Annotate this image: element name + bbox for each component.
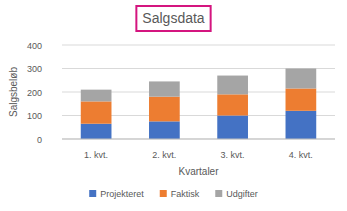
y-tick-label: 400 [27,41,42,51]
bar-segment [149,81,180,96]
legend: Projekteret Faktisk Udgifter [89,189,258,199]
chart-title: Salgsdata [142,10,204,26]
x-axis-title: Kvartaler [178,166,219,177]
x-tick-label: 4. kvt. [289,150,313,160]
title-highlight [136,6,210,31]
legend-swatch [215,190,222,197]
grid-line [62,139,335,140]
bar-segment [286,69,317,89]
x-tick-label: 1. kvt. [84,150,108,160]
bar-segment [81,124,112,139]
y-tick-label: 300 [27,64,42,74]
legend-swatch [160,190,167,197]
bar-segment [217,94,248,115]
legend-label: Udgifter [226,189,258,199]
y-axis-title: Salgsbeløb [8,67,19,117]
bar-segment [149,97,180,122]
x-tick-label: 2. kvt. [152,150,176,160]
legend-swatch [89,190,96,197]
bar-segment [286,88,317,110]
y-tick-label: 200 [27,88,42,98]
bars [81,69,316,140]
legend-label: Projekteret [100,189,144,199]
y-tick-label: 100 [27,111,42,121]
bar-segment [81,90,112,102]
grid-line [62,45,335,46]
chart-svg: Salgsdata 0 100 200 300 400 1. kvt. 2. kvt. 3. k… [0,0,347,211]
x-tick-label: 3. kvt. [221,150,245,160]
bar-segment [217,116,248,140]
legend-label: Faktisk [171,189,200,199]
bar-segment [81,101,112,123]
bar-segment [217,76,248,95]
bar-segment [286,111,317,139]
y-tick-label: 0 [37,135,42,145]
x-axis-line [62,139,335,140]
bar-segment [149,121,180,139]
chart-container: Salgsdata 0 100 200 300 400 1. kvt. 2. kvt. 3. k… [0,0,347,211]
